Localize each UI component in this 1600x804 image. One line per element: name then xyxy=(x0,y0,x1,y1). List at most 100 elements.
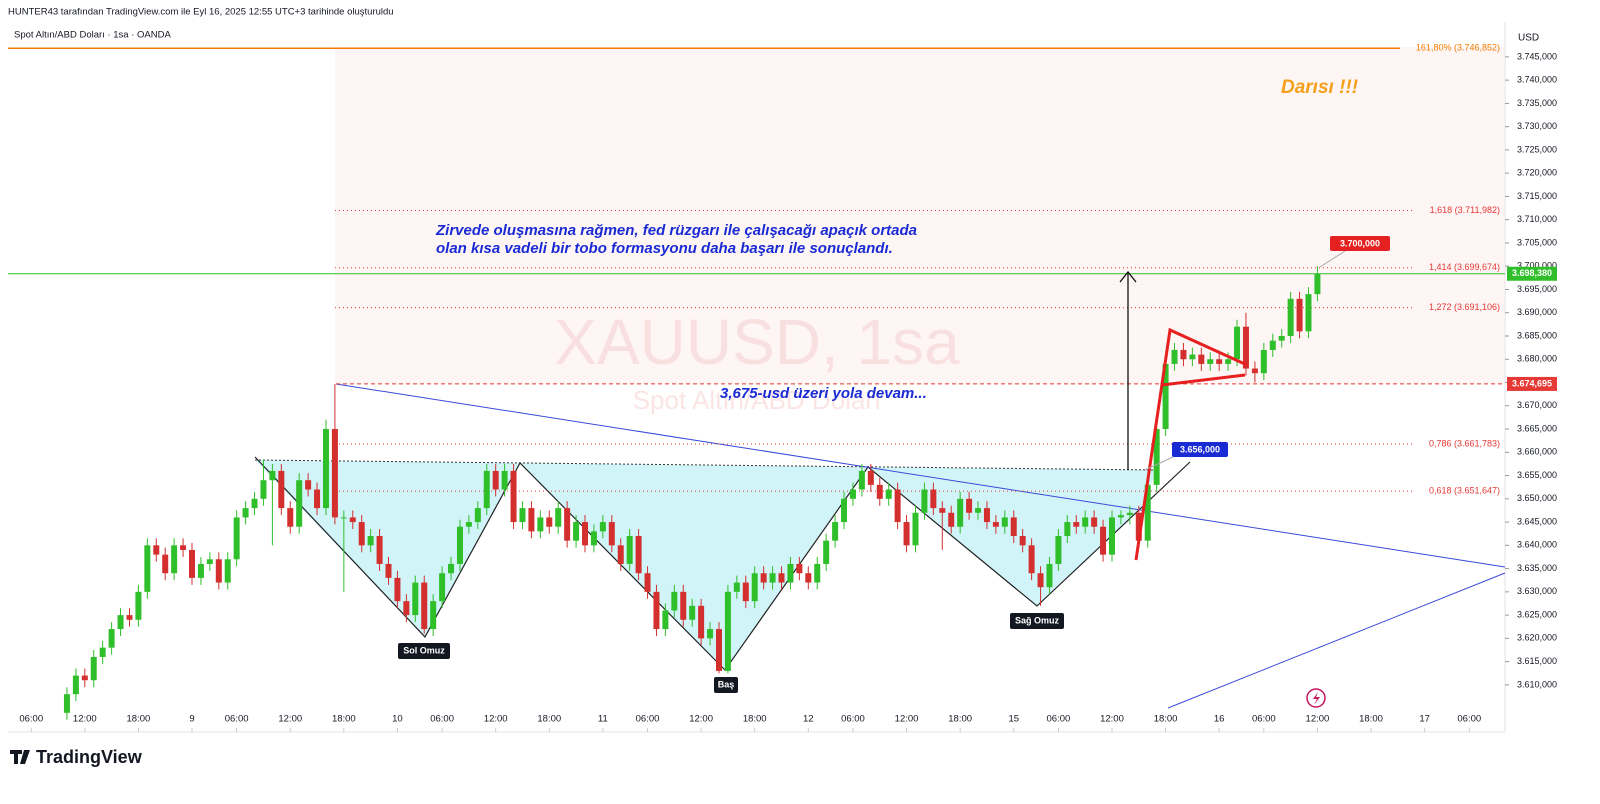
candle-body xyxy=(188,549,195,578)
x-tick-label: 12 xyxy=(803,714,814,725)
candle-body xyxy=(608,522,615,546)
candle-body xyxy=(1117,515,1124,518)
candle-body xyxy=(1207,359,1214,364)
fib-label: 1,414 (3.699,674) xyxy=(1429,262,1500,272)
candle-body xyxy=(305,480,312,490)
candle-body xyxy=(635,536,642,574)
annotation: olan kısa vadeli bir tobo formasyonu dah… xyxy=(436,240,893,257)
candle-body xyxy=(439,573,446,602)
candle-body xyxy=(430,601,437,630)
label-box xyxy=(714,677,738,693)
candle-body xyxy=(197,563,204,578)
candle-body xyxy=(260,480,267,499)
fib-label: 1,272 (3.691,106) xyxy=(1429,302,1500,312)
candle-body xyxy=(1055,536,1062,564)
candle-body xyxy=(224,559,231,583)
candle-body xyxy=(1216,359,1223,364)
candle-body xyxy=(599,522,606,532)
x-tick-label: 18:00 xyxy=(332,714,356,725)
candle-body xyxy=(1126,512,1133,516)
candle-body xyxy=(724,591,731,671)
candle-body xyxy=(233,517,240,560)
x-tick-label: 9 xyxy=(189,714,194,725)
candle-body xyxy=(564,508,571,541)
header: HUNTER43 tarafından TradingView.com ile … xyxy=(8,7,394,18)
candle-body xyxy=(590,531,597,546)
x-tick-label: 06:00 xyxy=(19,714,43,725)
candle-body xyxy=(537,517,544,532)
candle-body xyxy=(108,629,115,648)
annotation: 3,675-usd üzeri yola devam... xyxy=(720,385,927,402)
candle-body xyxy=(903,522,910,546)
candle-body xyxy=(849,489,856,499)
candle-body xyxy=(126,615,133,620)
candle-body xyxy=(180,545,187,550)
candle-body xyxy=(528,508,535,532)
currency: USD xyxy=(1518,33,1539,44)
candle-body xyxy=(1144,484,1151,541)
y-tick-label: 3.700,000 xyxy=(1517,261,1557,271)
x-tick-label: 18:00 xyxy=(1154,714,1178,725)
candle-body xyxy=(689,605,696,620)
candle-body xyxy=(483,470,490,509)
y-tick-label: 3.740,000 xyxy=(1517,75,1557,85)
candle-body xyxy=(367,536,374,546)
price-label: 3.698,380 xyxy=(1512,268,1552,278)
y-tick-label: 3.685,000 xyxy=(1517,330,1557,340)
x-tick-label: 12:00 xyxy=(278,714,302,725)
candle-body xyxy=(912,512,919,546)
candle-body xyxy=(117,615,124,630)
x-tick-label: 12:00 xyxy=(484,714,508,725)
pattern-label: Sağ Omuz xyxy=(1015,615,1060,625)
y-tick-label: 3.620,000 xyxy=(1517,633,1557,643)
candle-body xyxy=(957,498,964,527)
y-tick-label: 3.665,000 xyxy=(1517,423,1557,433)
x-tick-label: 12:00 xyxy=(895,714,919,725)
candle-body xyxy=(1108,517,1115,555)
candle-body xyxy=(858,470,865,490)
candle-body xyxy=(403,601,410,616)
candle-body xyxy=(1278,335,1285,341)
y-tick-label: 3.725,000 xyxy=(1517,144,1557,154)
candle-body xyxy=(1082,517,1089,527)
x-tick-label: 12:00 xyxy=(73,714,97,725)
candle-body xyxy=(81,675,88,681)
candle-body xyxy=(358,522,365,546)
x-tick-label: 06:00 xyxy=(1047,714,1071,725)
candle-body xyxy=(760,573,767,583)
candle-body xyxy=(296,480,303,527)
fib-label: 1,618 (3.711,982) xyxy=(1430,205,1500,215)
y-tick-label: 3.735,000 xyxy=(1517,98,1557,108)
candle-body xyxy=(474,508,481,523)
candle-body xyxy=(894,489,901,523)
candle-body xyxy=(1314,273,1321,295)
brand: TradingView xyxy=(36,747,143,767)
candle-body xyxy=(242,508,249,518)
pattern-label: Sol Omuz xyxy=(403,645,445,655)
candle-body xyxy=(832,522,839,541)
fib-label: 0,618 (3.651,647) xyxy=(1429,486,1500,496)
callout-box xyxy=(1172,442,1228,457)
flag-line xyxy=(1161,373,1246,387)
candle-body xyxy=(975,508,982,513)
candle-body xyxy=(251,498,258,509)
candle-body xyxy=(1073,522,1080,527)
candle-body xyxy=(671,591,678,611)
candle-body xyxy=(376,536,383,564)
y-tick-label: 3.715,000 xyxy=(1517,191,1557,201)
x-tick-label: 06:00 xyxy=(1252,714,1276,725)
candle-body xyxy=(653,591,660,630)
x-tick-label: 18:00 xyxy=(948,714,972,725)
flag-line xyxy=(1134,327,1248,561)
label-box xyxy=(398,643,450,659)
x-tick-label: 12:00 xyxy=(1306,714,1330,725)
callout: 3.656,000 xyxy=(1180,444,1220,454)
candle-body xyxy=(1234,326,1241,360)
candle-body xyxy=(662,610,669,630)
x-tick-label: 10 xyxy=(392,714,403,725)
candles xyxy=(8,47,1505,720)
candle-body xyxy=(278,470,285,509)
x-tick-label: 06:00 xyxy=(430,714,454,725)
candle-body xyxy=(1091,517,1098,527)
candle-body xyxy=(421,582,428,630)
